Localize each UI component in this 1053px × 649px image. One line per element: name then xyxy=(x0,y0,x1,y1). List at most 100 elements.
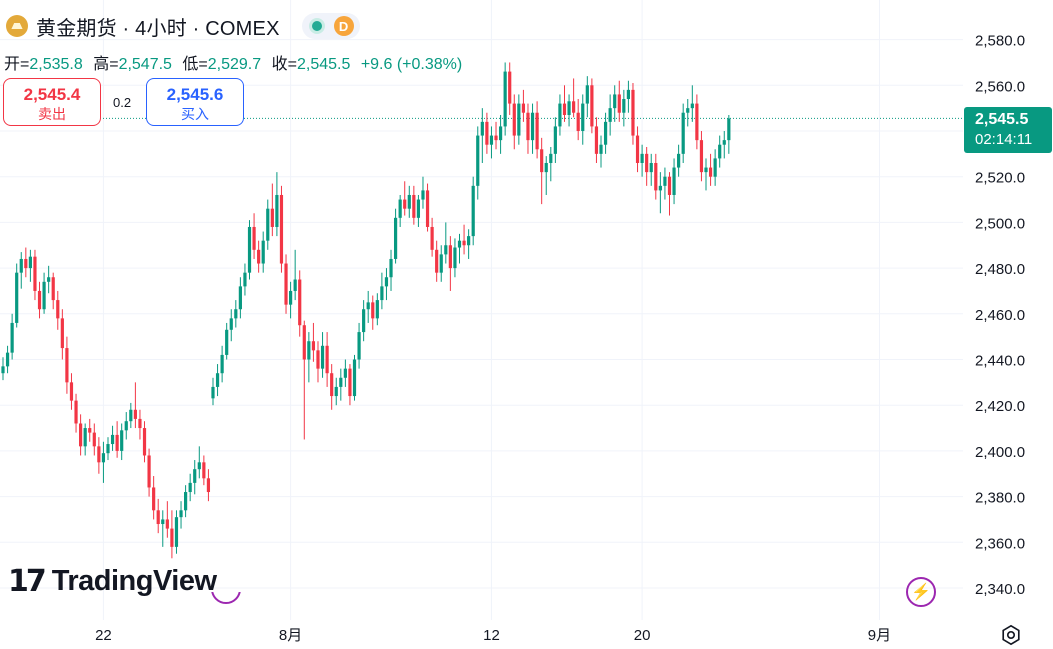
candle xyxy=(403,181,407,216)
candle xyxy=(535,101,539,159)
candle xyxy=(699,131,704,182)
candle xyxy=(97,437,101,474)
candle xyxy=(677,144,681,177)
candle xyxy=(330,364,334,410)
time-axis[interactable]: 22 8月 12 20 9月 xyxy=(95,627,891,644)
candle xyxy=(266,199,270,250)
candle xyxy=(635,126,640,173)
price-tick-label: 2,520.0 xyxy=(975,170,1025,187)
candle xyxy=(47,265,51,294)
candle xyxy=(476,126,480,200)
candle xyxy=(521,89,526,122)
candle xyxy=(243,263,247,296)
candle xyxy=(51,272,55,310)
candle xyxy=(79,414,83,456)
delay-badge: D xyxy=(333,16,354,36)
candle xyxy=(202,455,206,486)
sell-button[interactable]: 2,545.4 卖出 xyxy=(3,78,101,126)
candle xyxy=(101,441,106,483)
open-value: 2,535.8 xyxy=(29,56,83,73)
candle xyxy=(708,153,713,186)
candle xyxy=(156,498,160,534)
buy-button[interactable]: 2,545.6 买入 xyxy=(146,78,244,126)
price-tick-label: 2,460.0 xyxy=(975,307,1025,324)
spread-value: 0.2 xyxy=(113,95,132,110)
candle xyxy=(56,290,60,330)
candle xyxy=(558,94,562,136)
candle xyxy=(307,332,311,383)
candle xyxy=(24,247,28,278)
candle xyxy=(343,359,347,387)
candle xyxy=(357,322,361,369)
candle xyxy=(37,281,42,319)
lightning-icon[interactable]: ⚡ xyxy=(906,577,936,607)
candle xyxy=(713,149,717,186)
candle xyxy=(617,80,621,122)
chart-header: 黄金期货 · 4小时 · COMEX D xyxy=(6,10,360,42)
lightning-icon-partial xyxy=(210,592,242,606)
market-open-dot-icon xyxy=(311,21,322,31)
candle xyxy=(645,146,649,186)
candle xyxy=(384,268,389,301)
time-tick-label: 12 xyxy=(483,627,500,644)
candle xyxy=(138,409,142,440)
candle xyxy=(498,115,503,154)
candle xyxy=(247,220,252,280)
candle xyxy=(60,309,64,360)
candle xyxy=(448,236,452,291)
time-tick-label: 22 xyxy=(95,627,112,644)
price-tick-label: 2,560.0 xyxy=(975,78,1025,95)
tradingview-mark-icon: 17 xyxy=(8,564,47,599)
candle xyxy=(229,309,233,342)
candle xyxy=(174,510,179,554)
candle xyxy=(5,345,10,374)
price-tick-label: 2,500.0 xyxy=(975,215,1025,232)
market-status-pill[interactable]: D xyxy=(301,13,360,39)
candle xyxy=(562,85,567,122)
tradingview-logo[interactable]: 17 TradingView xyxy=(8,564,217,599)
candle xyxy=(421,176,425,209)
candle xyxy=(613,85,617,122)
last-price-value: 2,545.5 xyxy=(975,111,1029,128)
candle xyxy=(234,300,238,328)
low-label: 低= xyxy=(182,56,208,73)
candle xyxy=(407,185,411,218)
time-tick-label: 8月 xyxy=(279,627,302,644)
gear-icon[interactable] xyxy=(1000,624,1022,646)
candle xyxy=(416,194,421,227)
candle xyxy=(257,240,261,273)
candle xyxy=(184,485,188,518)
candle xyxy=(471,176,475,246)
candle xyxy=(352,354,357,401)
candle xyxy=(366,290,370,323)
candle xyxy=(133,382,137,429)
candle xyxy=(640,144,644,177)
price-tick-label: 2,400.0 xyxy=(975,444,1025,461)
candle xyxy=(590,78,594,134)
candle xyxy=(444,222,448,264)
candle xyxy=(594,117,599,163)
candle xyxy=(530,103,535,154)
candle xyxy=(512,94,516,150)
candle xyxy=(252,213,256,259)
candle xyxy=(288,281,293,319)
candle xyxy=(302,320,306,440)
candle xyxy=(704,158,708,191)
candle xyxy=(311,322,316,362)
candle xyxy=(631,83,635,145)
time-tick-label: 20 xyxy=(634,627,651,644)
price-tick-label: 2,380.0 xyxy=(975,490,1025,507)
candle xyxy=(316,341,320,383)
candle xyxy=(92,423,96,456)
candle xyxy=(681,103,685,163)
candle xyxy=(585,76,589,118)
candle xyxy=(572,78,576,118)
candle xyxy=(320,332,325,378)
high-value: 2,547.5 xyxy=(118,56,172,73)
candle xyxy=(485,112,489,154)
candle xyxy=(467,229,471,259)
close-value: 2,545.5 xyxy=(296,56,351,73)
candle xyxy=(526,103,530,154)
symbol-title[interactable]: 黄金期货 · 4小时 · COMEX xyxy=(36,17,280,40)
price-axis[interactable]: 2,340.0 2,360.0 2,380.0 2,400.0 2,420.0 2,440… xyxy=(975,33,1025,598)
